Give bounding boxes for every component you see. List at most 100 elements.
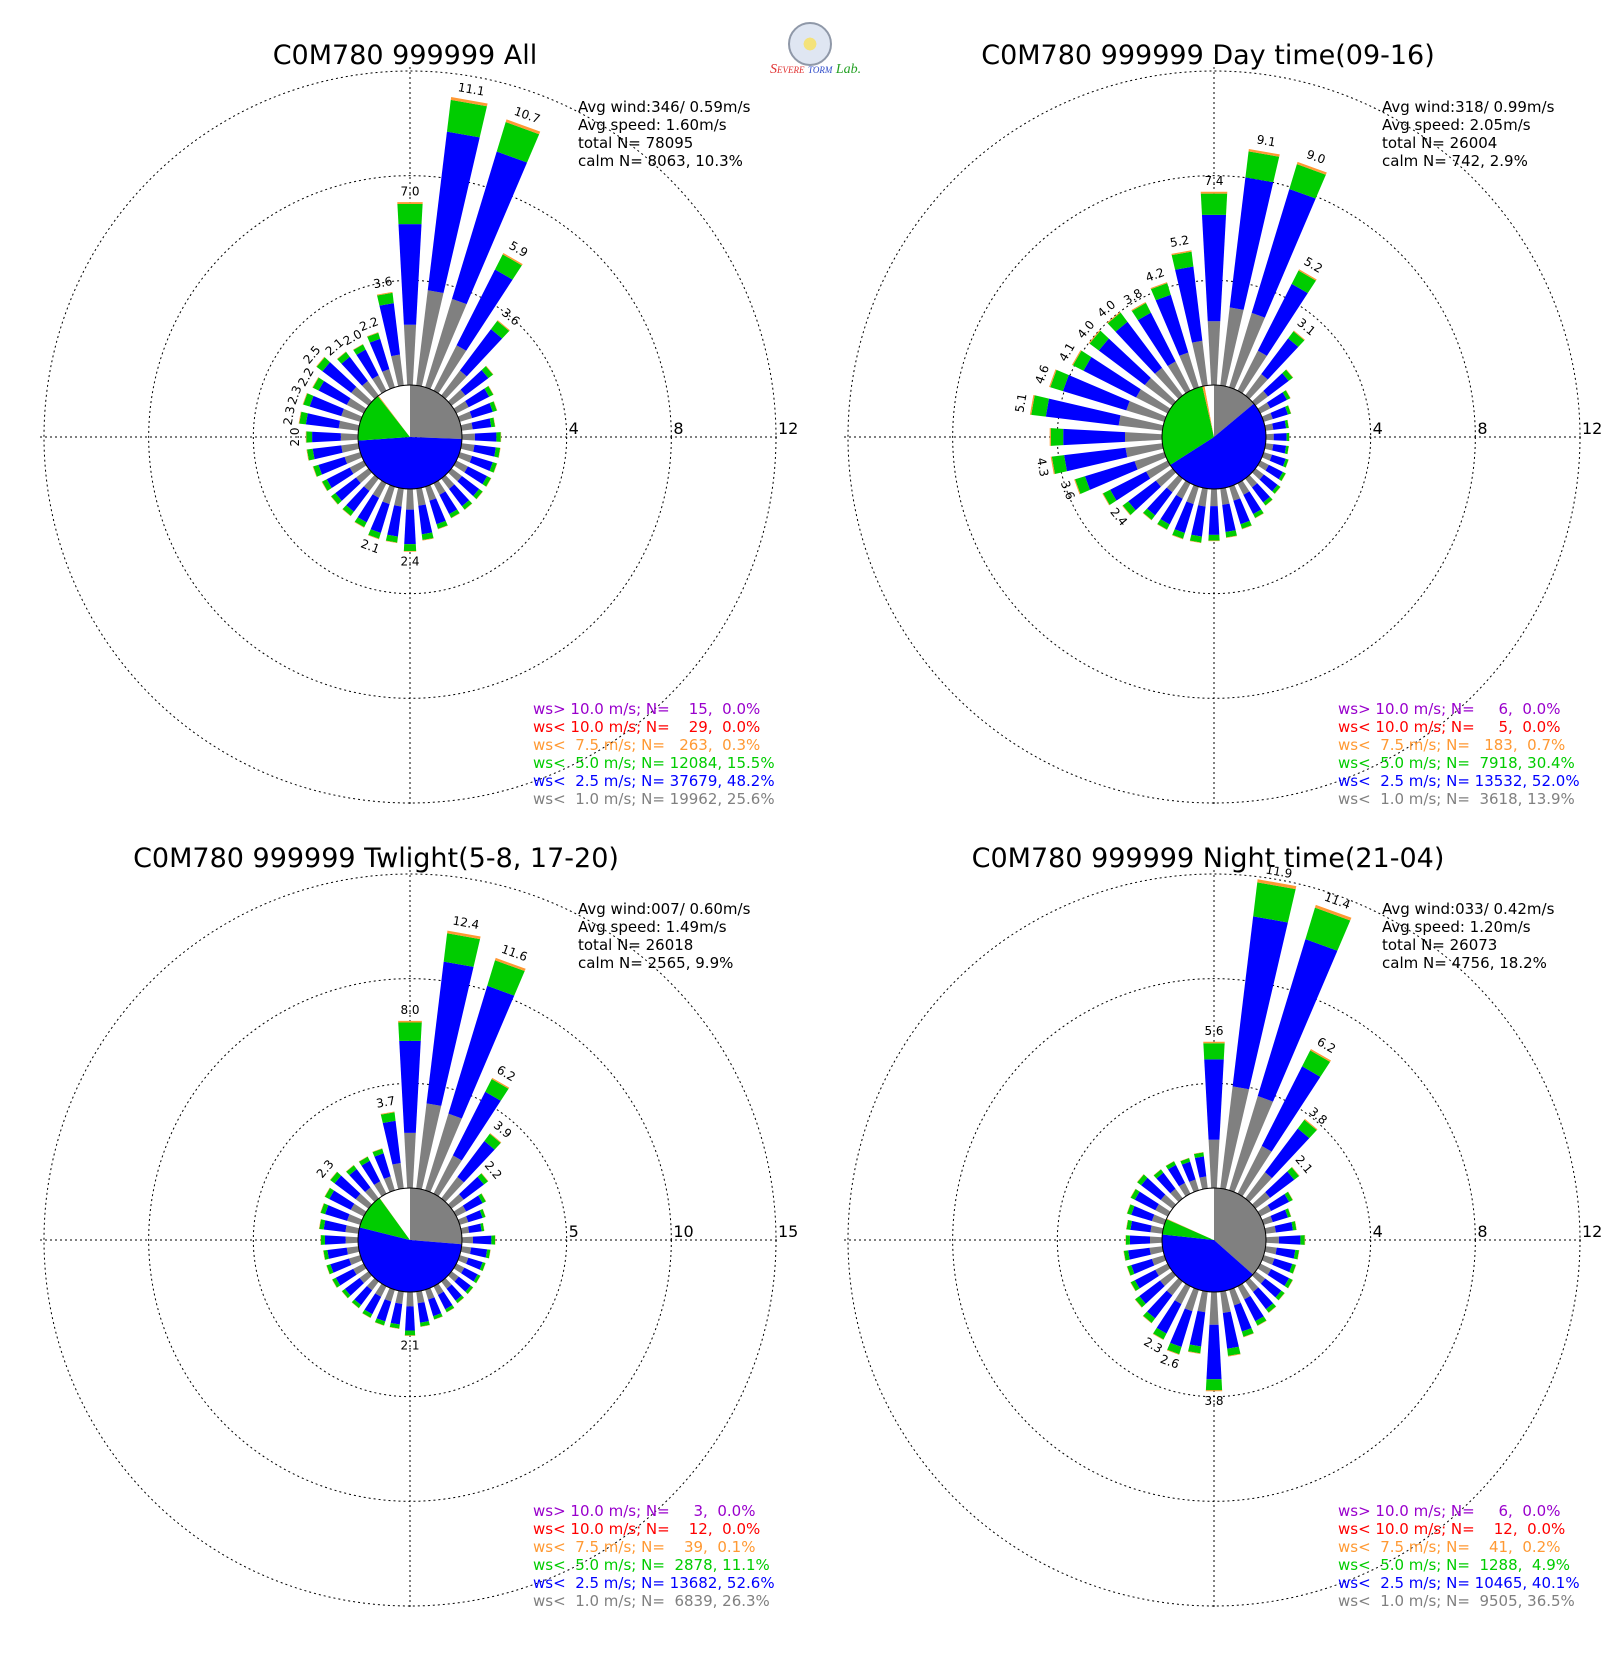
legend-entry: ws< 10.0 m/s; N= 29, 0.0% <box>533 718 760 736</box>
wind-bar-segment <box>1274 1221 1294 1233</box>
wind-bar-segment <box>1126 1266 1131 1276</box>
wind-bar-segment <box>1267 1268 1290 1287</box>
wind-bar-segment <box>302 392 308 405</box>
wind-bar-segment <box>1229 1287 1241 1306</box>
wind-bar-segment <box>1136 389 1171 414</box>
legend-entry: ws< 7.5 m/s; N= 263, 0.3% <box>533 736 760 754</box>
wind-bar-segment <box>392 1163 404 1190</box>
legend-entry: ws< 2.5 m/s; N= 10465, 40.1% <box>1338 1574 1580 1592</box>
bar-value-label: 2.1 <box>359 537 382 557</box>
wind-bar-segment <box>1220 1086 1250 1190</box>
wind-bar-segment <box>1273 433 1287 441</box>
wind-bar-segment <box>454 1276 471 1292</box>
wind-bar-segment <box>1255 513 1264 519</box>
bar-value-label: 4.1 <box>1056 340 1078 364</box>
wind-bar-segment <box>437 525 448 530</box>
wind-bar-segment <box>404 1330 416 1336</box>
bar-value-label: 7.0 <box>400 184 419 198</box>
wind-bar-segment <box>461 1267 478 1282</box>
wind-bar-segment <box>359 1271 373 1284</box>
wind-bar-segment <box>425 484 437 501</box>
calm-pie-slice <box>410 385 463 440</box>
wind-bar-segment <box>485 1079 509 1101</box>
wind-bar-segment <box>1208 540 1220 542</box>
bar-value-label: 4.2 <box>1144 265 1167 285</box>
wind-bar-segment <box>366 1277 379 1291</box>
wind-bar-segment <box>1136 1174 1144 1183</box>
wind-bar-segment <box>1199 1176 1208 1190</box>
wind-bar-segment <box>1208 1139 1220 1189</box>
wind-bar-segment <box>1122 501 1136 516</box>
wind-bar-segment <box>335 1268 357 1286</box>
wind-bar-segment <box>1240 520 1252 529</box>
wind-bar-segment <box>1294 1221 1297 1231</box>
wind-bar-segment <box>324 1205 350 1221</box>
wind-bar-segment <box>321 481 328 492</box>
wind-bar-segment <box>1110 471 1151 501</box>
wind-bar-segment <box>433 1155 462 1197</box>
wind-bar-segment <box>433 480 446 495</box>
wind-bar-segment <box>1287 1279 1294 1289</box>
wind-bar-segment <box>326 1264 334 1275</box>
calm-pie-slice <box>1166 1188 1214 1240</box>
legend-entry: ws> 10.0 m/s; N= 6, 0.0% <box>1338 700 1560 718</box>
ring-label: 15 <box>778 1222 798 1241</box>
wind-bar-segment <box>489 401 497 412</box>
wind-bar-segment <box>345 1225 360 1234</box>
wind-bar-segment <box>1297 1119 1317 1139</box>
wind-bar-segment <box>316 357 330 372</box>
wind-bar-segment <box>341 408 363 422</box>
speed-ring <box>43 70 777 804</box>
wind-bar-segment <box>416 1290 425 1304</box>
wind-bar-segment <box>479 1209 486 1218</box>
wind-bar-segment <box>1127 1204 1135 1215</box>
wind-bar-segment <box>374 1322 385 1326</box>
wind-bar-segment <box>1228 1353 1241 1357</box>
wind-bar-segment <box>445 1305 455 1313</box>
wind-bar-segment <box>1189 534 1202 543</box>
wind-bar-segment <box>1225 530 1237 538</box>
wind-rose-panel: 4 8 127.49.19.05.23.12.43.64.35.14.64.14.0… <box>844 40 1602 808</box>
wind-bar-segment <box>1151 1255 1167 1266</box>
wind-bar-segment <box>447 1271 459 1282</box>
wind-bar-segment <box>446 1307 455 1313</box>
wind-bar-segment <box>1075 476 1090 494</box>
wind-bar-segment <box>418 504 433 535</box>
wind-bar-segment <box>1050 428 1064 446</box>
wind-bar-segment <box>1257 1263 1272 1275</box>
wind-bar-segment <box>1170 1308 1193 1348</box>
calm-pie-slice <box>377 395 410 437</box>
calm-pie-slice <box>378 385 410 437</box>
wind-bar-segment <box>342 509 351 517</box>
wind-bar-segment <box>1264 443 1274 451</box>
wind-bar-segment <box>462 1195 483 1212</box>
wind-bar-segment <box>478 1193 486 1204</box>
wind-bar-segment <box>329 1171 338 1181</box>
wind-bar-segment <box>349 1255 363 1266</box>
wind-bar-segment <box>1106 311 1121 324</box>
wind-bar-segment <box>1243 491 1262 515</box>
wind-bar-segment <box>482 1262 486 1272</box>
stat-calm-n: calm N= 4756, 18.2% <box>1382 954 1547 972</box>
wind-bar-segment <box>1275 1247 1296 1259</box>
stat-avg-speed: Avg speed: 1.20m/s <box>1382 918 1531 936</box>
wind-bar-segment <box>1193 1152 1204 1158</box>
wind-bar-segment <box>351 386 373 406</box>
wind-bar-segment <box>1255 1316 1267 1326</box>
wind-bar-segment <box>318 1219 322 1230</box>
wind-bar-segment <box>1154 367 1183 400</box>
wind-bar-segment <box>460 443 475 452</box>
wind-bar-segment <box>494 254 522 280</box>
wind-bar-segment <box>318 380 351 405</box>
wind-bar-segment <box>1128 480 1161 511</box>
bar-value-label: 12.4 <box>452 914 481 932</box>
bar-value-label: 4.3 <box>1034 457 1051 478</box>
wind-bar-segment <box>472 1235 492 1245</box>
wind-bar-segment <box>1130 1280 1140 1292</box>
wind-bar-segment <box>1229 484 1241 501</box>
wind-bar-segment <box>485 1249 491 1259</box>
wind-bar-segment <box>316 356 325 367</box>
wind-bar-segment <box>1165 1161 1176 1170</box>
wind-bar-segment <box>336 351 347 360</box>
wind-bar-segment <box>1297 1250 1300 1260</box>
